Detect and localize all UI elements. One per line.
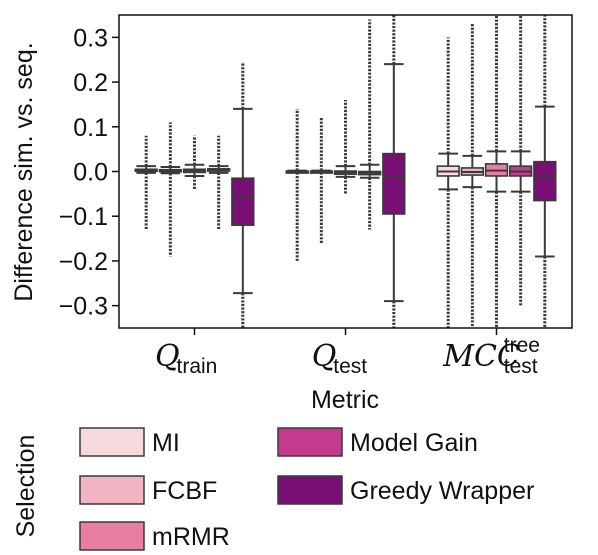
- box-1-2: [333, 99, 358, 194]
- box-0-2: [182, 135, 207, 190]
- box-1-4: [382, 15, 406, 328]
- box-iqr: [231, 177, 255, 226]
- box-2-0: [436, 37, 460, 328]
- legend-swatch: [277, 427, 343, 457]
- x-tick-label-sup: tree: [504, 334, 540, 357]
- x-tick-label-main: MCC: [442, 339, 520, 374]
- box-0-1: [158, 122, 183, 257]
- y-tick-label: 0.0: [73, 159, 108, 187]
- legend-label: FCBF: [152, 477, 217, 505]
- legend-label: mRMR: [152, 523, 230, 551]
- box-0-4: [231, 61, 255, 328]
- legend: MI FCBF mRMR Model Gain Greedy Wrapper: [79, 427, 534, 551]
- legend-item: Greedy Wrapper: [277, 475, 534, 505]
- y-tick-label: −0.2: [59, 248, 108, 276]
- x-tick-label-main: Q: [155, 339, 180, 374]
- legend-title: Selection: [12, 435, 40, 538]
- y-tick-label: 0.1: [73, 114, 108, 142]
- box-2-3: [508, 15, 533, 306]
- y-tick-label: −0.3: [59, 293, 108, 321]
- box-2-2: [484, 15, 509, 328]
- legend-swatch: [79, 521, 145, 551]
- box-iqr: [382, 152, 406, 215]
- box-1-0: [285, 108, 309, 261]
- x-tick-label-main: Q: [312, 339, 337, 374]
- legend-swatch: [79, 475, 145, 505]
- axes: 0.3 0.2 0.1 0.0 −0.1 −0.2 −0.3: [59, 14, 573, 335]
- x-tick-label-sub: test: [333, 355, 367, 378]
- legend-swatch: [79, 427, 145, 457]
- box-iqr: [533, 160, 557, 202]
- y-tick-label: 0.2: [73, 69, 108, 97]
- y-tick-label: −0.1: [59, 203, 108, 231]
- legend-item: MI: [79, 427, 180, 457]
- x-axis-label: Metric: [311, 386, 379, 414]
- legend-label: Greedy Wrapper: [350, 477, 534, 505]
- box-0-3: [206, 135, 231, 230]
- box-1-1: [309, 117, 334, 244]
- box-0-0: [134, 135, 158, 230]
- box-1-3: [357, 19, 382, 230]
- x-tick-label-sub: test: [504, 355, 538, 378]
- legend-item: mRMR: [79, 521, 230, 551]
- legend-label: MI: [152, 429, 180, 457]
- legend-label: Model Gain: [350, 429, 478, 457]
- y-tick-label: 0.3: [73, 24, 108, 52]
- box-2-4: [533, 15, 557, 328]
- box-2-1: [460, 23, 485, 328]
- x-tick-label-sub: train: [177, 355, 218, 378]
- legend-item: Model Gain: [277, 427, 478, 457]
- y-axis-label: Difference sim. vs. seq.: [10, 42, 38, 301]
- plot-area: [134, 15, 557, 328]
- legend-swatch: [277, 475, 343, 505]
- legend-item: FCBF: [79, 475, 217, 505]
